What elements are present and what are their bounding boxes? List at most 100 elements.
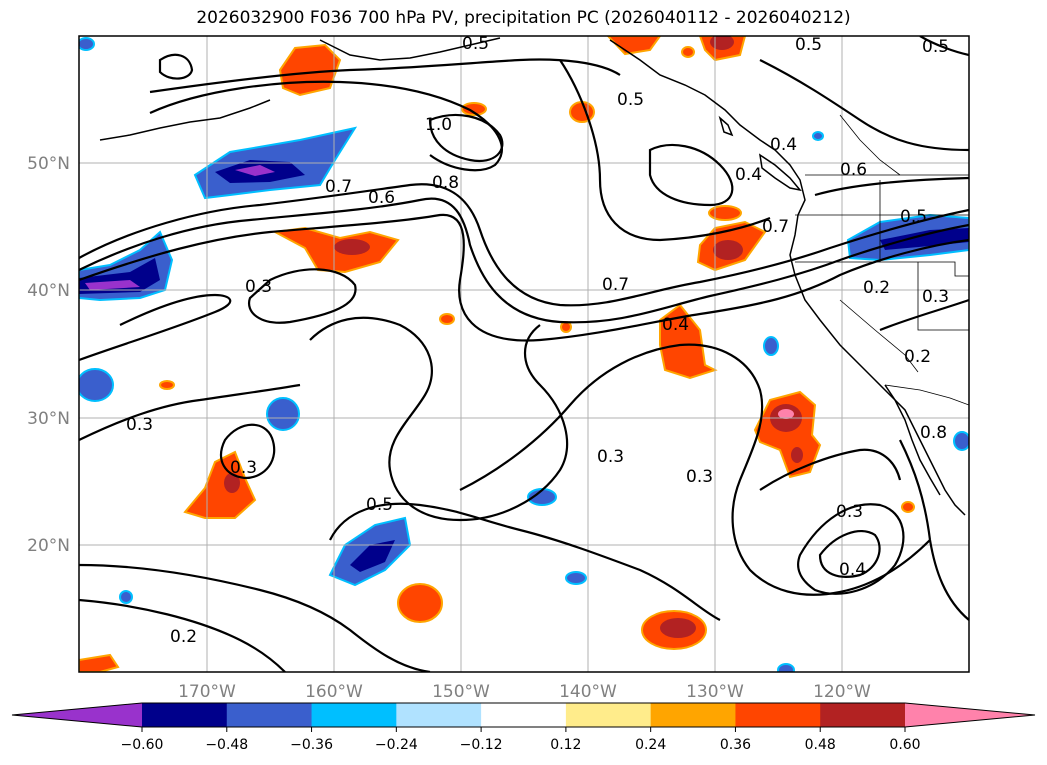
colorbar-segment [481,703,567,727]
precip-neg-small-7 [763,336,779,356]
pv-contour-19 [759,448,902,491]
contour-label: 0.5 [617,90,644,110]
contour-label: 0.8 [432,173,459,193]
precip-neg-small-6 [119,590,133,604]
colorbar-segment [565,703,652,727]
pv-contour-23 [814,176,969,197]
precip-pos-southwest-corner [79,653,120,672]
contour-label: 0.6 [840,160,867,180]
precip-pos-se-alaska-core [710,36,734,50]
pv-contour-1 [79,183,969,307]
colorbar-extend-max [905,703,1035,727]
pv-contour-25 [919,36,969,57]
contour-label: 0.5 [795,35,822,55]
contour-label: 0.6 [368,188,395,208]
colorbar-extend-min [12,703,142,727]
colorbar-tick-label: 0.36 [720,737,751,753]
colorbar-segment [311,703,397,727]
colorbar-tick-label: −0.36 [290,737,333,753]
pv-contour-21 [79,383,301,441]
pv-contour-6 [149,58,621,94]
pv-contour-20 [899,439,969,621]
precip-neg-small-10 [812,131,824,141]
colorbar: −0.60 −0.48 −0.36 −0.24 −0.12 0.12 0.24 0.36 0.4… [11,702,1036,753]
pv-contour-26 [158,53,194,80]
colorbar-tick-label: 0.12 [550,737,581,753]
precipitation-anomaly-fills [79,36,969,672]
precip-pos-small-7 [708,205,742,221]
pv-contour-14 [219,423,276,480]
contour-label: 0.8 [920,423,947,443]
precip-neg-subtropical-core [350,540,395,572]
contour-label: 0.7 [762,217,789,237]
lon-label: 120°W [813,682,871,702]
lon-label: 170°W [178,682,236,702]
lon-label: 130°W [686,682,744,702]
precip-pos-subtropical-core [660,618,696,638]
contour-label: 0.2 [863,278,890,298]
colorbar-tick-label: −0.48 [205,737,248,753]
precip-neg-small-3 [79,37,95,51]
coastline-baja [884,384,941,496]
contour-label: 0.4 [839,560,866,580]
pv-contour-24 [759,59,969,152]
colorbar-segment [650,703,736,727]
contour-label: 0.5 [366,495,393,515]
pv-contour-11 [329,502,721,621]
pv-contour-4 [79,293,232,362]
contour-labels: 0.5 0.5 0.5 0.5 1.0 0.4 0.6 0.7 0.6 0.8 … [126,34,949,647]
contour-label: 0.3 [597,447,624,467]
colorbar-tick-label: 0.48 [805,737,836,753]
pv-contour-13 [79,598,286,672]
contour-label: 1.0 [425,115,452,135]
precip-pos-small-3 [681,46,695,58]
map-title: 2026032900 F036 700 hPa PV, precipitatio… [196,8,851,28]
pv-contour-9 [559,59,771,242]
pv-contour-2 [79,197,969,324]
gridlines [79,36,969,672]
pv-contours [79,36,969,672]
precip-pos-small-5 [560,321,572,333]
colorbar-segment [226,703,313,727]
precip-pos-hawaii-west-core [224,473,240,493]
pv-contour-15 [309,316,569,522]
pv-contour-18 [818,530,881,578]
pv-contour-12 [79,563,431,672]
contour-label: 0.3 [836,502,863,522]
border-bc-alberta [839,114,901,176]
coastline-haida-gwaii [718,115,734,137]
precip-pos-southwest-core-2 [791,447,803,463]
precip-neg-small-8 [953,431,969,451]
border-nevada-utah [917,262,969,331]
contour-label: 0.3 [686,467,713,487]
coastline-alaska-south [319,37,501,61]
coastline-aleutians [99,99,271,141]
contour-label: 0.3 [126,415,153,435]
pv-contour-17 [797,503,905,595]
precip-pos-central-pacific-core [334,239,370,255]
contour-label: 0.4 [662,315,689,335]
precip-neg-small-5 [565,571,587,585]
lat-label: 30°N [27,409,70,429]
latitude-labels: 50°N 40°N 30°N 20°N [27,154,70,556]
precip-neg-small-1 [79,368,114,402]
precip-pos-small-1 [569,101,595,123]
colorbar-tick-label: 0.24 [635,737,666,753]
precip-pos-alaska-coast [606,36,662,56]
precip-pos-southwest-max [778,409,794,419]
colorbar-tick-label: −0.12 [460,737,503,753]
precip-neg-gulf-alaska-min [235,165,275,176]
contour-label: 0.7 [602,275,629,295]
border-california-nevada [839,299,919,373]
longitude-labels: 170°W 160°W 150°W 140°W 130°W 120°W [178,682,871,702]
pv-contour-5 [247,268,357,324]
contour-label: 0.4 [735,165,762,185]
colorbar-segment [820,703,906,727]
precip-pos-oregon-coast-core [713,240,743,260]
contour-label: 0.4 [770,135,797,155]
precip-neg-small-2 [266,397,300,431]
colorbar-segment [142,703,228,727]
pv-contour-22 [879,298,969,332]
lon-label: 140°W [559,682,617,702]
